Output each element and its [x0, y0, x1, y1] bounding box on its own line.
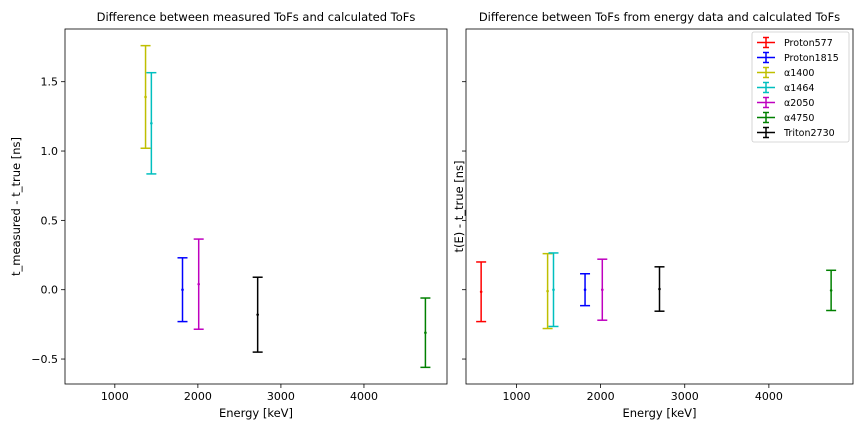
chart-0-plot-frame [64, 28, 448, 385]
chart-0-title: Difference between measured ToFs and cal… [97, 10, 416, 24]
legend-handle [757, 96, 775, 109]
data-point [583, 288, 587, 292]
data-point [256, 313, 259, 316]
data-point [144, 95, 147, 99]
chart-0-x-axis-label: Energy [keV] [219, 406, 293, 420]
chart-1-errorbar-4 [597, 258, 608, 321]
chart-0-y-axis-label: t_measured - t_true [ns] [9, 137, 23, 276]
chart-0-y-tick-label: 1.0 [41, 145, 59, 158]
legend-handle [757, 111, 775, 124]
chart-1-errorbar-5 [826, 269, 837, 312]
chart-0-x-tick-label: 3000 [267, 390, 295, 403]
chart-1-errorbar-6 [654, 266, 665, 312]
chart-0-y-tick-label: −0.5 [31, 353, 58, 366]
chart-0-y-tick-label: 1.5 [41, 76, 59, 89]
legend-label: α1400 [784, 68, 814, 79]
chart-1-x-tick-label: 3000 [671, 390, 699, 403]
chart-left: Difference between measured ToFs and cal… [9, 10, 448, 420]
legend-handle [757, 81, 775, 94]
data-point [546, 289, 549, 293]
data-point [150, 121, 153, 125]
chart-right: Difference between ToFs from energy data… [452, 10, 854, 420]
legend-frame [751, 31, 850, 143]
data-point [829, 289, 833, 292]
legend-handle [757, 51, 775, 64]
chart-1-legend: Proton577 Proton1815 α1400 α1464 α2050 α4750 T… [751, 31, 850, 143]
legend-label: α4750 [784, 113, 814, 124]
data-point [424, 331, 427, 334]
legend-label: Proton1815 [784, 53, 839, 64]
legend-handle [757, 36, 775, 49]
chart-1-errorbar-0 [476, 261, 487, 323]
legend-label: Triton2730 [783, 128, 835, 139]
chart-0-y-tick-label: 0.5 [41, 214, 59, 227]
chart-1-x-tick-label: 1000 [502, 390, 530, 403]
chart-0-errorbar-3 [193, 238, 204, 330]
chart-0-errorbar-4 [252, 276, 263, 353]
data-point [600, 288, 604, 292]
chart-1-x-tick-label: 2000 [587, 390, 615, 403]
chart-1-errorbar-1 [580, 273, 591, 307]
chart-1-plot-frame [465, 28, 854, 385]
data-point [658, 287, 661, 291]
legend-handle [757, 126, 775, 139]
data-point [197, 282, 200, 286]
chart-0-x-tick-label: 2000 [184, 390, 212, 403]
data-point [479, 290, 483, 294]
chart-1-title: Difference between ToFs from energy data… [479, 10, 840, 24]
chart-1-y-axis-label: t(E) - t_true [ns] [452, 161, 466, 253]
legend-label: α1464 [784, 83, 814, 94]
data-point [181, 288, 184, 292]
chart-0-x-tick-label: 4000 [350, 390, 378, 403]
chart-1-errorbar-3 [548, 252, 559, 328]
chart-0-errorbar-5 [420, 297, 431, 369]
data-point [552, 288, 555, 292]
legend-label: α2050 [784, 98, 814, 109]
chart-0-errorbar-2 [177, 257, 188, 323]
legend-label: Proton577 [784, 38, 833, 49]
chart-1-x-tick-label: 4000 [755, 390, 783, 403]
chart-0-errorbar-0 [140, 44, 151, 150]
chart-0-errorbar-1 [146, 71, 157, 175]
chart-0-y-tick-label: 0.0 [41, 284, 59, 297]
legend-handle [757, 66, 775, 79]
chart-1-x-axis-label: Energy [keV] [622, 406, 696, 420]
chart-0-x-tick-label: 1000 [101, 390, 129, 403]
